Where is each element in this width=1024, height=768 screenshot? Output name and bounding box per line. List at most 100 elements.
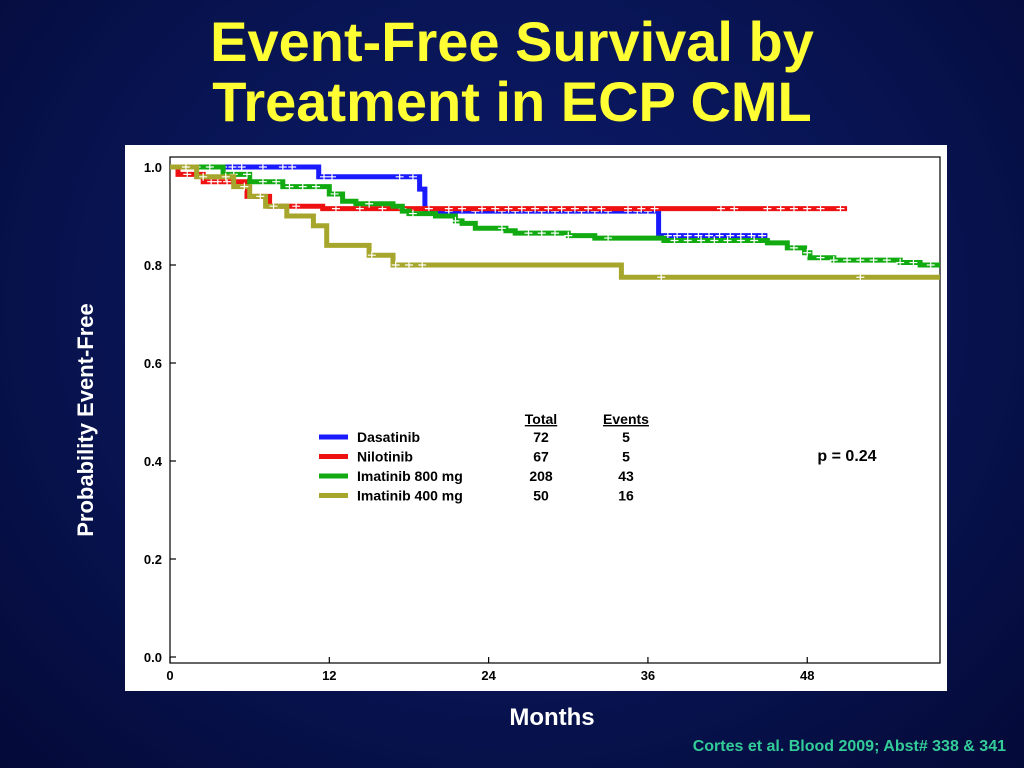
censor-mark-imatinib-800-mg <box>524 229 533 238</box>
y-tick-label: 0.8 <box>144 258 162 273</box>
censor-mark-nilotinib <box>458 204 467 213</box>
censor-mark-nilotinib <box>570 204 579 213</box>
censor-mark-imatinib-800-mg <box>451 216 460 225</box>
censor-mark-imatinib-800-mg <box>909 258 918 267</box>
censor-mark-imatinib-800-mg <box>856 256 865 265</box>
y-tick-label: 0.4 <box>144 454 163 469</box>
censor-mark-nilotinib <box>763 204 772 213</box>
censor-mark-imatinib-800-mg <box>537 229 546 238</box>
censor-mark-imatinib-800-mg <box>551 229 559 238</box>
censor-mark-imatinib-800-mg <box>272 177 281 186</box>
censor-mark-imatinib-800-mg <box>312 182 321 191</box>
legend-header-events: Events <box>603 411 649 427</box>
censor-mark-nilotinib <box>557 204 566 213</box>
plot-frame <box>169 156 941 664</box>
chart-panel: 0.0 0.2 0.4 0.6 0.8 1.0 0 12 24 36 48 Total Events… <box>125 145 947 691</box>
censor-mark-imatinib-800-mg <box>683 236 692 245</box>
legend-label-imatinib-800-mg: Imatinib 800 mg <box>357 468 463 484</box>
y-tick-label: 1.0 <box>144 160 162 175</box>
censor-mark-imatinib-400-mg <box>256 192 265 201</box>
censor-mark-nilotinib <box>504 204 513 213</box>
censor-mark-dasatinib <box>320 172 328 181</box>
citation: Cortes et al. Blood 2009; Abst# 338 & 34… <box>692 738 1006 755</box>
censor-mark-imatinib-800-mg <box>896 258 905 267</box>
censor-mark-nilotinib <box>637 204 646 213</box>
censor-mark-imatinib-800-mg <box>330 189 339 198</box>
censor-mark-imatinib-400-mg <box>657 273 666 282</box>
legend-total-imatinib-800-mg: 208 <box>529 468 553 484</box>
censor-mark-imatinib-800-mg <box>789 243 798 252</box>
censor-mark-imatinib-400-mg <box>391 261 400 269</box>
censor-mark-imatinib-800-mg <box>710 236 719 245</box>
y-tick-label: 0.0 <box>144 650 162 665</box>
series-line-imatinib-400-mg <box>170 164 940 280</box>
censor-mark-imatinib-800-mg <box>736 236 745 245</box>
censor-mark-imatinib-400-mg <box>240 182 249 191</box>
censor-mark-imatinib-400-mg <box>221 172 230 181</box>
censor-mark-imatinib-800-mg <box>285 182 294 191</box>
censor-mark-dasatinib <box>278 163 287 171</box>
censor-mark-nilotinib <box>331 204 340 213</box>
censor-mark-imatinib-800-mg <box>298 182 307 191</box>
censor-mark-imatinib-800-mg <box>243 170 251 179</box>
censor-mark-nilotinib <box>597 204 606 213</box>
censor-mark-imatinib-400-mg <box>418 261 427 269</box>
x-tick-label: 0 <box>166 668 173 683</box>
legend-events-nilotinib: 5 <box>622 449 630 465</box>
slide-title: Event-Free Survival by Treatment in ECP … <box>0 12 1024 132</box>
axis-layer: 0.0 0.2 0.4 0.6 0.8 1.0 0 12 24 36 48 <box>144 160 815 683</box>
legend-events-imatinib-800-mg: 43 <box>618 468 634 484</box>
censor-mark-nilotinib <box>531 204 540 213</box>
censor-mark-nilotinib <box>477 204 486 213</box>
censor-mark-imatinib-800-mg <box>564 231 573 240</box>
censor-mark-imatinib-800-mg <box>869 256 878 265</box>
y-axis-label: Probability Event-Free <box>73 303 98 537</box>
p-value-annotation: p = 0.24 <box>817 448 876 465</box>
censor-mark-imatinib-800-mg <box>926 261 935 269</box>
censor-mark-nilotinib <box>444 204 453 213</box>
censor-mark-imatinib-800-mg <box>723 236 732 245</box>
censor-mark-nilotinib <box>836 204 845 213</box>
x-tick-label: 36 <box>641 668 655 683</box>
censor-mark-dasatinib <box>258 163 267 171</box>
censor-mark-imatinib-800-mg <box>882 256 891 265</box>
censor-mark-imatinib-400-mg <box>856 273 865 282</box>
censor-mark-imatinib-800-mg <box>205 163 214 171</box>
legend-events-dasatinib: 5 <box>622 429 630 445</box>
censor-mark-nilotinib <box>789 204 798 213</box>
censor-mark-imatinib-800-mg <box>843 256 852 265</box>
series-layer <box>169 163 940 282</box>
censor-mark-nilotinib <box>803 204 812 213</box>
series-line-nilotinib <box>170 164 848 212</box>
censor-mark-imatinib-800-mg <box>670 236 679 245</box>
censor-mark-nilotinib <box>584 204 593 213</box>
legend-total-imatinib-400-mg: 50 <box>533 488 549 504</box>
censor-mark-imatinib-800-mg <box>408 209 417 218</box>
censor-mark-imatinib-400-mg <box>269 202 278 211</box>
censor-mark-imatinib-800-mg <box>750 236 759 245</box>
series-line-dasatinib <box>170 164 768 239</box>
censor-mark-dasatinib <box>395 172 404 181</box>
censor-mark-imatinib-800-mg <box>497 224 506 233</box>
legend-label-dasatinib: Dasatinib <box>357 429 420 445</box>
censor-mark-imatinib-400-mg <box>404 261 413 269</box>
censor-mark-nilotinib <box>517 204 526 213</box>
kaplan-meier-chart: 0.0 0.2 0.4 0.6 0.8 1.0 0 12 24 36 48 Total Events… <box>144 156 941 683</box>
legend-label-nilotinib: Nilotinib <box>357 449 413 465</box>
censor-mark-nilotinib <box>816 204 825 213</box>
y-tick-label: 0.2 <box>144 552 162 567</box>
slide-title-line-2: Treatment in ECP CML <box>212 70 812 133</box>
censor-mark-nilotinib <box>650 204 659 213</box>
censor-mark-nilotinib <box>544 204 553 213</box>
censor-mark-dasatinib <box>408 172 417 181</box>
legend-events-imatinib-400-mg: 16 <box>618 488 634 504</box>
x-tick-label: 12 <box>322 668 336 683</box>
x-tick-label: 48 <box>800 668 814 683</box>
legend-label-imatinib-400-mg: Imatinib 400 mg <box>357 488 463 504</box>
censor-mark-imatinib-800-mg <box>604 234 613 243</box>
legend-total-nilotinib: 67 <box>533 449 549 465</box>
censor-mark-dasatinib <box>288 163 297 171</box>
censor-mark-nilotinib <box>491 204 500 213</box>
censor-mark-imatinib-800-mg <box>697 236 706 245</box>
censor-mark-imatinib-800-mg <box>829 256 838 265</box>
